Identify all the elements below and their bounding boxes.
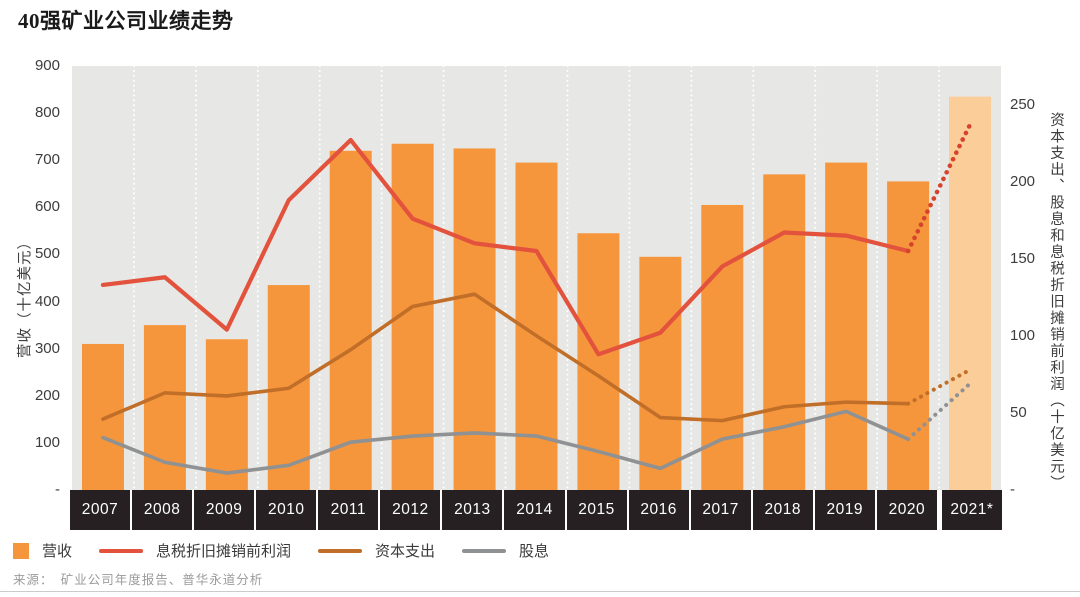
left-tick-400: 400: [34, 292, 60, 310]
revenue-bar-2007: [81, 343, 124, 490]
legend-label: 息税折旧摊销前利润: [156, 543, 292, 560]
legend-label: 股息: [519, 543, 550, 560]
revenue-bar-2021*: [949, 96, 992, 490]
left-tick-500: 500: [34, 245, 60, 263]
legend-line-icon: [318, 548, 363, 553]
right-tick-200: 200: [1010, 172, 1036, 190]
line-息税折旧摊销前利润: [100, 137, 911, 357]
forecast-dotted-息税折旧摊销前利润: [905, 122, 973, 254]
year-label-2013: 2013: [442, 490, 503, 530]
legend-line-icon: [99, 548, 144, 553]
year-label-2020: 2020: [876, 490, 937, 530]
year-label-2015: 2015: [566, 490, 627, 530]
line-股息: [101, 409, 910, 475]
right-axis-title: 资本支出、股息和息税折旧摊销前利润（十亿美元）: [1048, 112, 1064, 492]
revenue-bar-2017: [701, 204, 744, 490]
left-tick-100: 100: [34, 433, 60, 451]
right-tick--: -: [1010, 481, 1015, 498]
right-tick-250: 250: [1010, 95, 1036, 113]
left-tick--: -: [55, 481, 60, 498]
right-tick-50: 50: [1010, 403, 1027, 421]
year-label-2016: 2016: [628, 490, 689, 530]
revenue-bar-2020: [887, 181, 930, 490]
legend: 营收 息税折旧摊销前利润 资本支出 股息: [13, 540, 549, 561]
legend-item-股息: 股息: [462, 540, 549, 561]
left-tick-200: 200: [34, 386, 60, 404]
left-tick-900: 900: [34, 57, 60, 74]
left-tick-600: 600: [34, 198, 60, 216]
year-label-2009: 2009: [194, 490, 255, 530]
chart-title: 40强矿业公司业绩走势: [18, 9, 234, 33]
year-label-2018: 2018: [752, 490, 813, 530]
forecast-dotted-资本支出: [906, 367, 973, 406]
left-tick-800: 800: [34, 104, 60, 122]
plot-area: [72, 66, 1001, 490]
revenue-bar-2016: [639, 256, 682, 490]
legend-square-icon: [13, 542, 29, 559]
year-label-2014: 2014: [504, 490, 565, 530]
revenue-bar-2018: [763, 174, 806, 490]
legend-line-icon: [462, 548, 507, 553]
year-label-2012: 2012: [380, 490, 441, 530]
x-axis-strip: 2007 2008 2009 2010 2011 2012 2013 2014 2015 2016…: [70, 490, 1002, 530]
revenue-bar-2013: [453, 148, 496, 490]
revenue-bar-2009: [205, 339, 248, 490]
bottom-rule: [0, 591, 1080, 592]
revenue-bar-2011: [329, 150, 372, 490]
source-note: 来源： 矿业公司年度报告、普华永道分析: [13, 573, 264, 587]
legend-item-息税折旧摊销前利润: 息税折旧摊销前利润: [99, 540, 291, 561]
legend-item-营收: 营收: [13, 540, 72, 561]
year-label-2011: 2011: [318, 490, 379, 530]
combo-chart-svg: [81, 66, 992, 490]
year-label-2007: 2007: [70, 490, 131, 530]
forecast-dotted-股息: [906, 381, 973, 442]
year-label-2010: 2010: [256, 490, 317, 530]
year-label-2021*: 2021*: [941, 490, 1002, 530]
left-tick-300: 300: [34, 339, 60, 357]
line-资本支出: [101, 292, 910, 423]
year-label-2008: 2008: [132, 490, 193, 530]
legend-label: 营收: [42, 543, 73, 560]
revenue-bar-2019: [825, 162, 868, 490]
right-tick-150: 150: [1010, 249, 1036, 267]
legend-item-资本支出: 资本支出: [318, 540, 435, 561]
year-label-2019: 2019: [814, 490, 875, 530]
left-tick-700: 700: [34, 151, 60, 169]
legend-label: 资本支出: [375, 543, 436, 560]
year-label-2017: 2017: [690, 490, 751, 530]
right-tick-100: 100: [1010, 326, 1036, 344]
